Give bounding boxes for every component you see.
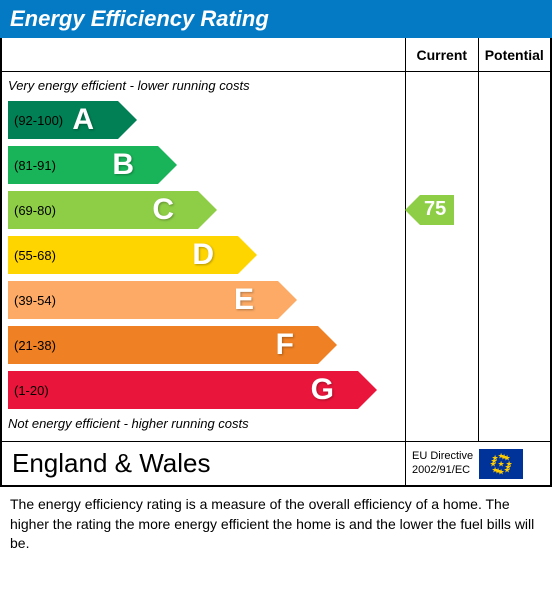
region-label: England & Wales: [2, 442, 406, 485]
band-range: (55-68): [8, 248, 56, 263]
directive-cell: EU Directive 2002/91/EC: [406, 442, 550, 485]
band-range: (39-54): [8, 293, 56, 308]
caption-bottom: Not energy efficient - higher running co…: [8, 414, 405, 437]
band-bar: (55-68) D: [8, 236, 238, 274]
bottom-strip: England & Wales EU Directive 2002/91/EC: [2, 441, 550, 485]
band-range: (81-91): [8, 158, 56, 173]
band-row-b: (81-91) B: [8, 144, 405, 186]
bands-column: Very energy efficient - lower running co…: [2, 72, 406, 441]
band-row-d: (55-68) D: [8, 234, 405, 276]
potential-column: [479, 72, 551, 441]
band-range: (21-38): [8, 338, 56, 353]
band-bar: (81-91) B: [8, 146, 158, 184]
band-letter: B: [112, 148, 134, 182]
column-headers: Current Potential: [2, 38, 550, 72]
band-range: (1-20): [8, 383, 49, 398]
header-potential: Potential: [479, 38, 551, 71]
band-row-c: (69-80) C: [8, 189, 405, 231]
header-current: Current: [406, 38, 479, 71]
band-row-a: (92-100) A: [8, 99, 405, 141]
band-letter: C: [152, 193, 174, 227]
footnote: The energy efficiency rating is a measur…: [0, 487, 552, 562]
current-rating: 75: [420, 195, 454, 225]
chart-main-row: Very energy efficient - lower running co…: [2, 72, 550, 441]
band-row-e: (39-54) E: [8, 279, 405, 321]
band-row-f: (21-38) F: [8, 324, 405, 366]
eu-flag-icon: [479, 449, 523, 479]
chart-title: Energy Efficiency Rating: [10, 6, 269, 31]
band-range: (69-80): [8, 203, 56, 218]
band-bar: (69-80) C: [8, 191, 198, 229]
band-row-g: (1-20) G: [8, 369, 405, 411]
directive-text: EU Directive 2002/91/EC: [412, 450, 473, 476]
title-bar: Energy Efficiency Rating: [0, 0, 552, 38]
band-bar: (1-20) G: [8, 371, 358, 409]
band-letter: G: [311, 373, 334, 407]
bars-container: (92-100) A (81-91) B (69-80) C (55-68) D (39-54)…: [8, 99, 405, 411]
band-letter: F: [276, 328, 294, 362]
band-range: (92-100): [8, 113, 63, 128]
caption-top: Very energy efficient - lower running co…: [8, 76, 405, 99]
chart-body: Current Potential Very energy efficient …: [0, 38, 552, 487]
header-spacer: [2, 38, 406, 71]
epc-chart: Energy Efficiency Rating Current Potenti…: [0, 0, 552, 562]
band-letter: A: [72, 103, 94, 137]
band-letter: D: [192, 238, 214, 272]
band-bar: (92-100) A: [8, 101, 118, 139]
band-letter: E: [234, 283, 254, 317]
band-bar: (39-54) E: [8, 281, 278, 319]
current-column: 75: [406, 72, 479, 441]
band-bar: (21-38) F: [8, 326, 318, 364]
